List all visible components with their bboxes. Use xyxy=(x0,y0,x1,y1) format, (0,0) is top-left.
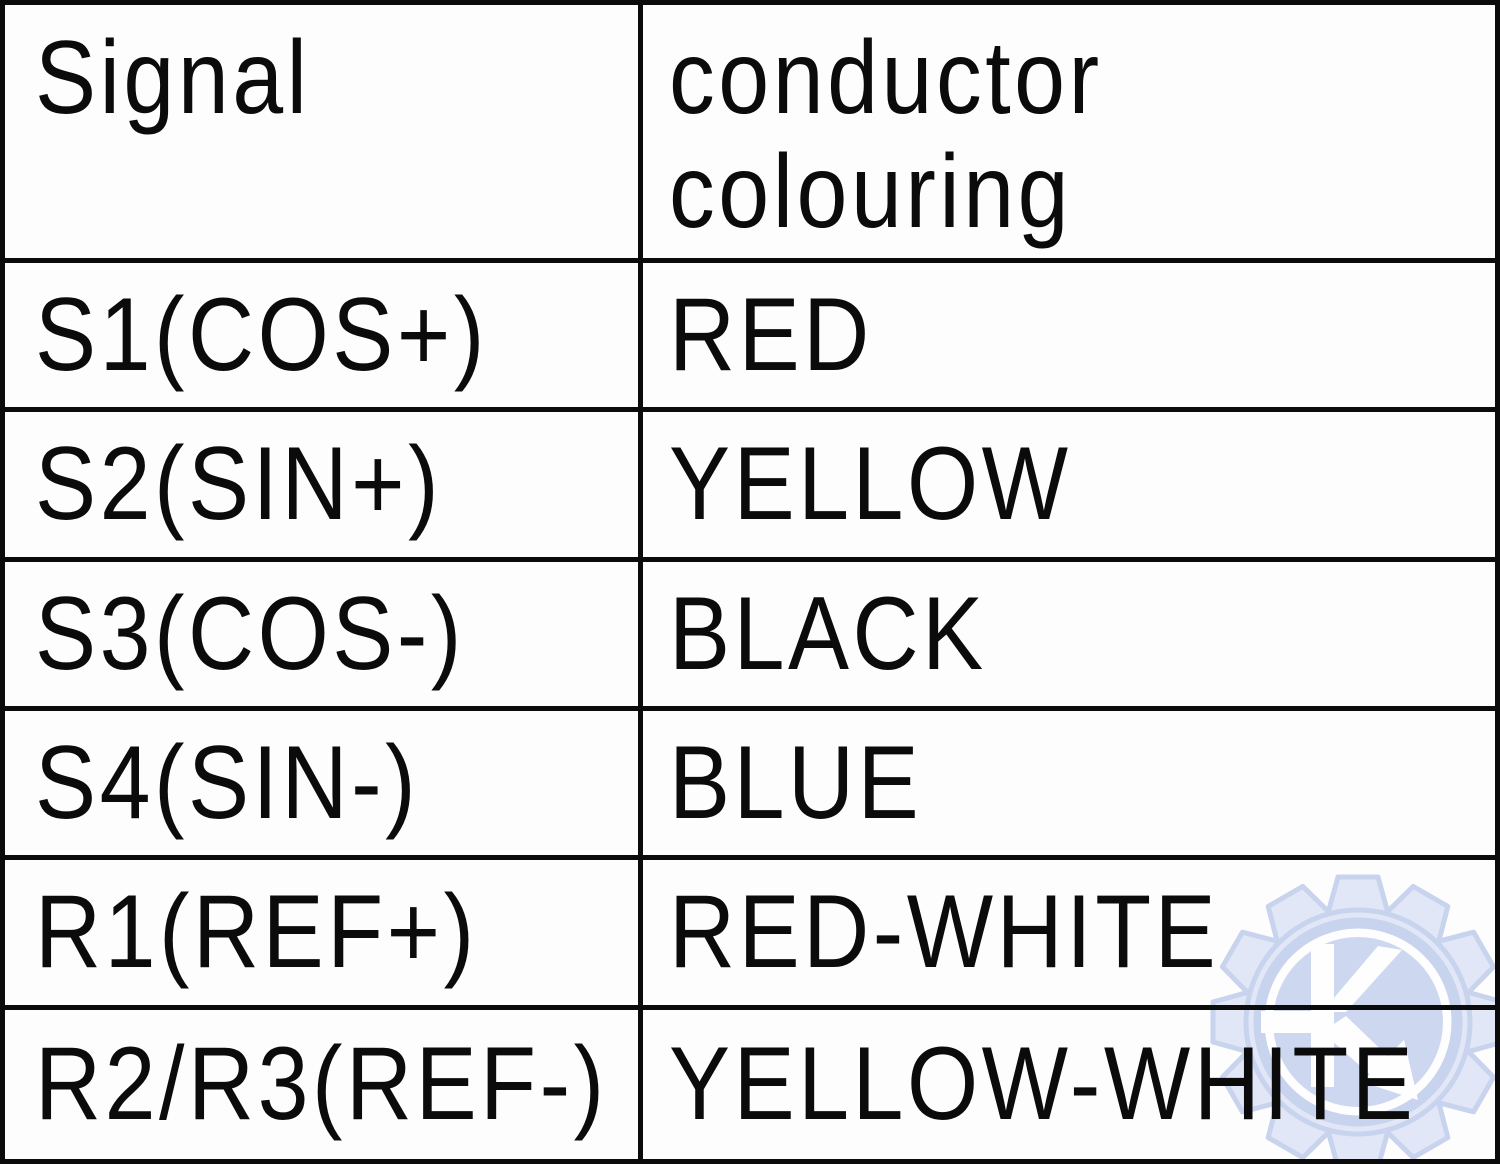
table-row-signal-s3: S3(COS-) xyxy=(5,561,643,711)
table-row-signal-r1: R1(REF+) xyxy=(5,860,643,1010)
table-row-signal-s4: S4(SIN-) xyxy=(5,710,643,861)
header-conductor-label: conductor colouring xyxy=(669,21,1103,250)
header-conductor-line1: conductor xyxy=(669,20,1103,136)
table-row-signal-r2r3: R2/R3(REF-) xyxy=(5,1009,643,1159)
header-signal: Signal xyxy=(5,5,643,263)
colour-value: RED xyxy=(669,276,873,393)
signal-value: R2/R3(REF-) xyxy=(35,1026,608,1143)
colour-value: YELLOW xyxy=(669,426,1072,543)
table-row-colour-s3: BLACK xyxy=(643,562,1495,711)
colour-value: RED-WHITE xyxy=(669,874,1220,991)
table-row-colour-s2: YELLOW xyxy=(643,412,1495,562)
signal-value: S4(SIN-) xyxy=(35,724,420,841)
table-row-colour-s4: BLUE xyxy=(643,711,1495,861)
signal-value: S3(COS-) xyxy=(35,575,465,692)
header-conductor-colouring: conductor colouring xyxy=(643,5,1495,263)
colour-value: YELLOW-WHITE xyxy=(669,1026,1417,1143)
colour-value: BLUE xyxy=(669,724,923,841)
table-row-colour-s1: RED xyxy=(643,263,1495,413)
table-row-signal-s1: S1(COS+) xyxy=(5,263,643,413)
signal-value: S1(COS+) xyxy=(35,276,488,393)
signal-value: R1(REF+) xyxy=(35,874,478,991)
table-row-signal-s2: S2(SIN+) xyxy=(5,412,643,562)
header-conductor-line2: colouring xyxy=(669,134,1073,251)
header-signal-label: Signal xyxy=(35,20,311,136)
colour-value: BLACK xyxy=(669,575,987,692)
signal-value: S2(SIN+) xyxy=(35,426,443,543)
k-glyph xyxy=(1261,944,1418,1100)
table-row-colour-r2r3: YELLOW-WHITE xyxy=(643,1010,1495,1159)
gear-k-watermark-icon xyxy=(1210,874,1500,1164)
table-row-colour-r1: RED-WHITE xyxy=(643,860,1495,1010)
